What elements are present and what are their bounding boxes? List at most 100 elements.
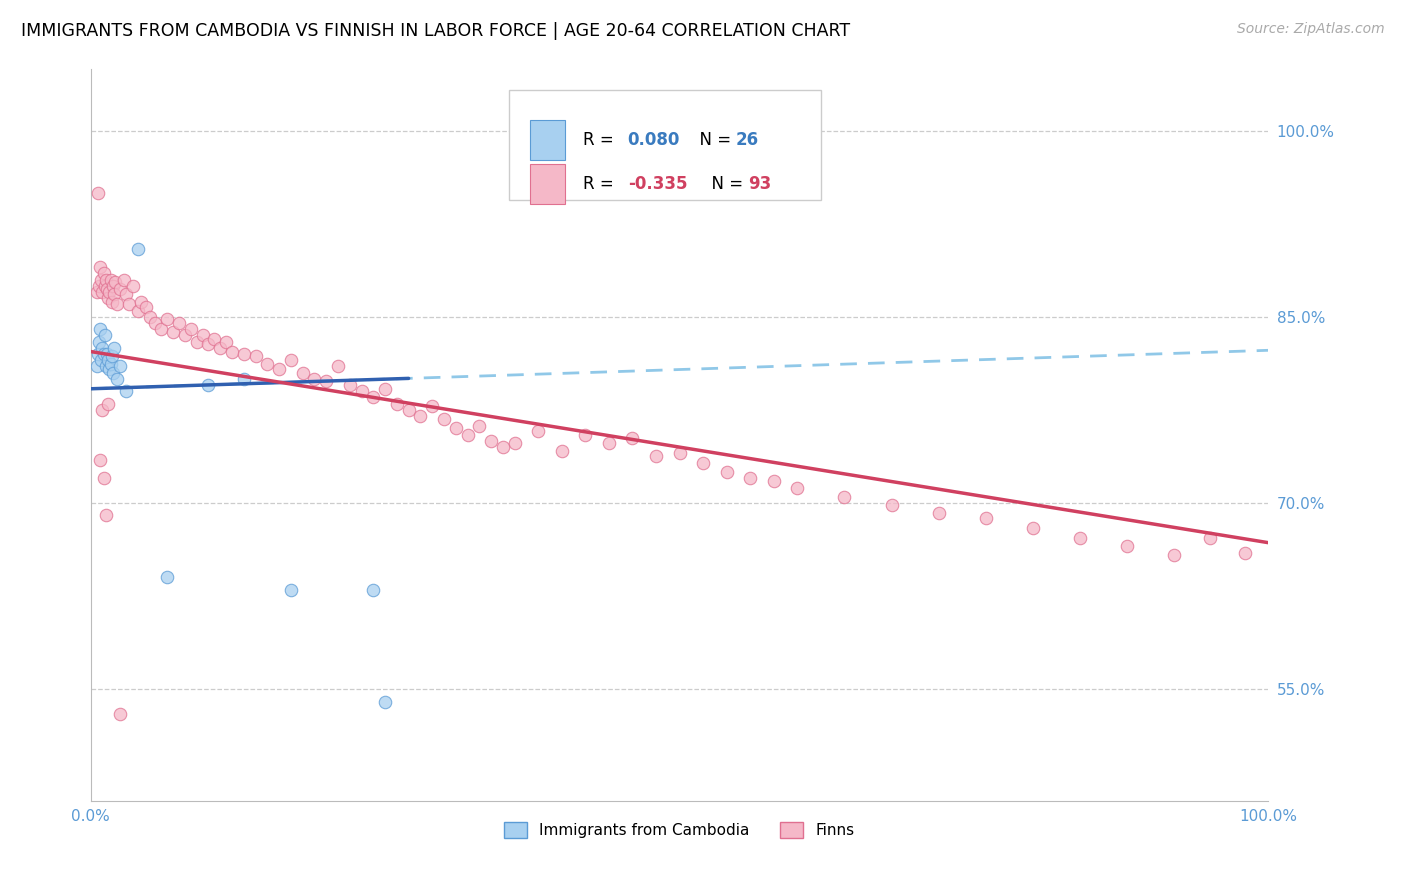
Point: [191, 328, 214, 343]
Point: [479, 434, 502, 448]
Point: [105, 372, 128, 386]
Point: [91, 403, 114, 417]
FancyBboxPatch shape: [509, 90, 821, 201]
Point: [692, 456, 714, 470]
Point: [97, 291, 120, 305]
Point: [90, 272, 112, 286]
Point: [197, 378, 219, 392]
Point: [503, 436, 526, 450]
Point: [1022, 521, 1045, 535]
Text: -0.335: -0.335: [627, 175, 688, 193]
Point: [374, 382, 396, 396]
Point: [173, 328, 195, 343]
Point: [304, 372, 326, 386]
Point: [1198, 531, 1220, 545]
Point: [89, 322, 111, 336]
Point: [93, 347, 115, 361]
Point: [108, 359, 131, 374]
Point: [138, 310, 160, 324]
Point: [118, 297, 141, 311]
Point: [156, 312, 179, 326]
Point: [974, 511, 997, 525]
Point: [385, 397, 408, 411]
Point: [86, 347, 108, 361]
Point: [834, 490, 856, 504]
Point: [103, 341, 125, 355]
Point: [94, 328, 117, 343]
Legend: Immigrants from Cambodia, Finns: Immigrants from Cambodia, Finns: [498, 816, 860, 845]
Point: [551, 443, 574, 458]
Point: [86, 186, 108, 200]
Text: 26: 26: [737, 131, 759, 149]
Point: [86, 359, 108, 374]
Point: [786, 481, 808, 495]
Point: [492, 440, 515, 454]
Point: [115, 384, 138, 399]
Point: [740, 471, 762, 485]
Point: [112, 272, 135, 286]
Text: IMMIGRANTS FROM CAMBODIA VS FINNISH IN LABOR FORCE | AGE 20-64 CORRELATION CHART: IMMIGRANTS FROM CAMBODIA VS FINNISH IN L…: [21, 22, 851, 40]
Point: [127, 303, 149, 318]
Point: [97, 397, 120, 411]
Point: [87, 278, 110, 293]
Point: [716, 465, 738, 479]
Point: [87, 334, 110, 349]
Point: [156, 570, 179, 584]
Point: [96, 347, 118, 361]
Point: [101, 366, 124, 380]
Point: [145, 316, 167, 330]
Point: [180, 322, 202, 336]
Point: [928, 506, 950, 520]
Point: [339, 378, 361, 392]
Text: 93: 93: [748, 175, 770, 193]
Text: N =: N =: [700, 175, 748, 193]
Text: Source: ZipAtlas.com: Source: ZipAtlas.com: [1237, 22, 1385, 37]
Point: [215, 334, 238, 349]
Point: [762, 474, 785, 488]
Point: [598, 436, 620, 450]
Point: [96, 283, 118, 297]
Point: [150, 322, 173, 336]
Point: [420, 399, 443, 413]
Point: [645, 449, 668, 463]
Point: [98, 285, 121, 299]
Point: [326, 359, 349, 374]
Point: [209, 341, 232, 355]
Point: [93, 471, 115, 485]
Point: [162, 325, 184, 339]
Point: [104, 275, 127, 289]
Point: [89, 452, 111, 467]
Point: [280, 582, 302, 597]
Point: [221, 344, 243, 359]
FancyBboxPatch shape: [530, 120, 565, 160]
Point: [86, 285, 108, 299]
Point: [315, 374, 337, 388]
Point: [398, 403, 420, 417]
Point: [444, 421, 467, 435]
Point: [94, 359, 117, 374]
Point: [245, 350, 267, 364]
Text: N =: N =: [689, 131, 737, 149]
Point: [361, 391, 384, 405]
Point: [167, 316, 190, 330]
Point: [1116, 540, 1139, 554]
Point: [94, 272, 117, 286]
Point: [122, 278, 145, 293]
Point: [101, 278, 124, 293]
Point: [197, 337, 219, 351]
Point: [291, 366, 314, 380]
Point: [621, 432, 644, 446]
Point: [97, 353, 120, 368]
Point: [350, 384, 373, 399]
Point: [1233, 546, 1256, 560]
Point: [108, 283, 131, 297]
Point: [91, 285, 114, 299]
Point: [468, 419, 491, 434]
Point: [108, 706, 131, 721]
Point: [90, 353, 112, 368]
Point: [374, 695, 396, 709]
Point: [202, 332, 225, 346]
Point: [433, 411, 456, 425]
Point: [457, 427, 479, 442]
Point: [135, 300, 157, 314]
